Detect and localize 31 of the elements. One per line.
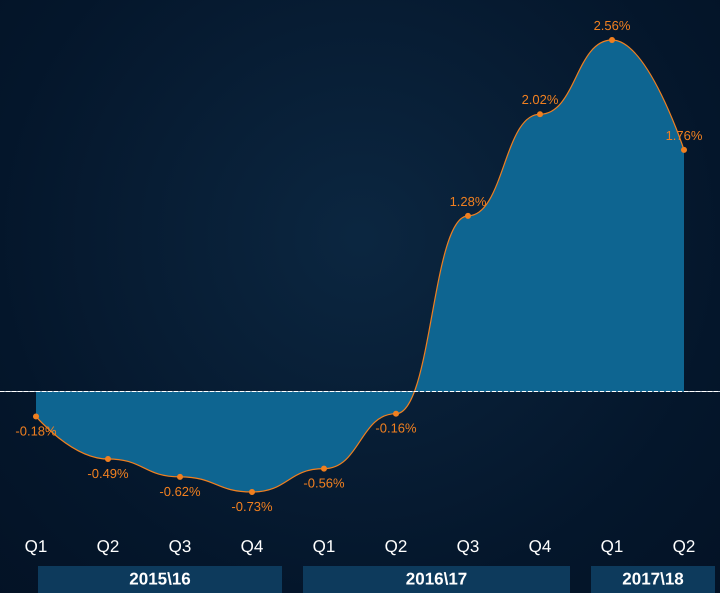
data-label: -0.73% [231, 499, 274, 514]
x-tick-label: Q2 [384, 537, 408, 556]
text: 2016\17 [406, 570, 468, 588]
x-tick-label: Q2 [672, 537, 696, 556]
text: 2015\16 [129, 570, 191, 588]
x-tick-label: Q4 [528, 537, 552, 556]
data-label: -0.56% [303, 476, 346, 491]
x-tick-label: Q4 [240, 537, 264, 556]
point [609, 37, 615, 43]
text: 2017\18 [622, 570, 684, 588]
point [393, 410, 399, 417]
data-label: -0.62% [159, 484, 202, 499]
point [105, 456, 111, 462]
point [33, 413, 39, 420]
data-label: -0.16% [375, 420, 418, 436]
x-tick-label: Q1 [312, 537, 336, 556]
x-tick-label: Q1 [600, 537, 624, 556]
data-label: -0.49% [87, 466, 130, 482]
data-label: 2.56% [594, 18, 631, 33]
point [465, 212, 471, 219]
x-tick-label: Q2 [96, 537, 120, 556]
point [681, 146, 687, 153]
data-label: 2.02% [522, 92, 559, 108]
x-tick-label: Q3 [168, 537, 192, 556]
x-tick-label: Q3 [456, 537, 480, 556]
x-tick-label: Q1 [24, 537, 48, 556]
point [537, 111, 543, 118]
data-label: 1.28% [450, 194, 487, 209]
point [249, 489, 255, 495]
point [321, 466, 327, 472]
point [177, 474, 183, 480]
